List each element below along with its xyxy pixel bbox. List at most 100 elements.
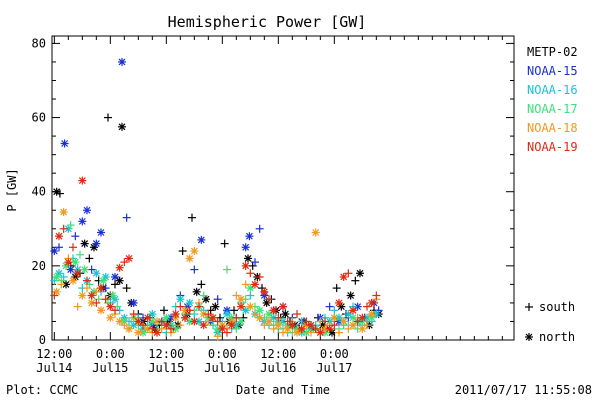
north-marker <box>80 265 89 274</box>
north-marker <box>260 287 269 296</box>
south-marker <box>57 280 66 289</box>
x-tick-label-date: Jul15 <box>92 361 128 375</box>
north-marker <box>181 313 189 322</box>
plot-credit: Plot: CCMC <box>6 383 78 397</box>
north-marker <box>55 232 63 241</box>
north-marker <box>115 317 124 326</box>
north-marker <box>209 313 217 322</box>
south-marker <box>344 269 353 278</box>
south-marker <box>213 332 222 341</box>
south-marker <box>87 265 96 274</box>
north-marker <box>237 317 245 326</box>
north-marker <box>335 298 343 307</box>
legend-south-marker <box>525 303 533 311</box>
legend-north-marker <box>525 333 533 341</box>
x-tick-label-time: 12:00 <box>148 347 184 361</box>
north-marker <box>192 287 201 296</box>
south-marker <box>111 280 119 289</box>
south-marker <box>69 243 77 252</box>
north-marker <box>162 321 171 330</box>
north-marker <box>227 321 236 330</box>
north-marker <box>73 269 82 278</box>
north-marker <box>106 313 115 322</box>
north-marker <box>199 321 208 330</box>
x-tick-label-date: Jul17 <box>316 361 352 375</box>
north-marker <box>97 306 105 315</box>
north-marker <box>52 272 61 281</box>
south-marker <box>363 302 371 311</box>
y-tick-label: 20 <box>32 259 46 273</box>
north-marker <box>265 317 273 326</box>
north-marker <box>316 328 325 337</box>
south-marker <box>122 213 131 222</box>
south-marker <box>330 306 339 315</box>
north-marker <box>307 321 315 330</box>
south-marker <box>344 324 353 333</box>
south-marker <box>83 276 91 285</box>
south-marker <box>55 189 64 198</box>
north-marker <box>246 302 255 311</box>
y-tick-label: 0 <box>39 333 46 347</box>
north-marker <box>356 269 364 278</box>
south-marker <box>120 321 129 330</box>
south-marker <box>167 324 175 333</box>
north-marker <box>367 298 376 307</box>
north-marker <box>118 122 126 131</box>
north-marker <box>265 310 273 319</box>
north-marker <box>83 206 91 215</box>
north-marker <box>288 321 297 330</box>
south-marker <box>220 239 229 248</box>
north-marker <box>211 302 220 311</box>
south-marker <box>246 269 255 278</box>
north-marker <box>197 235 206 244</box>
plot-frame <box>51 35 515 341</box>
south-marker <box>325 302 334 311</box>
series-legend: METP-02 NOAA-15 NOAA-16 NOAA-17 NOAA-18 NOAA-… <box>527 45 578 154</box>
south-marker <box>101 295 110 304</box>
x-tick-label-time: 0:00 <box>320 347 349 361</box>
north-marker <box>143 313 152 322</box>
south-marker <box>351 276 360 285</box>
south-marker <box>120 258 129 267</box>
north-marker <box>92 269 101 278</box>
north-marker <box>115 276 124 285</box>
south-marker <box>176 302 185 311</box>
north-marker <box>185 298 194 307</box>
legend-entry: NOAA-16 <box>527 83 578 97</box>
north-marker <box>241 306 250 315</box>
north-marker <box>118 57 126 66</box>
north-marker <box>223 310 231 319</box>
north-marker <box>245 232 254 241</box>
south-marker <box>223 328 231 337</box>
south-marker <box>71 232 80 241</box>
north-marker <box>97 228 105 237</box>
north-marker <box>190 247 199 256</box>
north-marker <box>125 324 133 333</box>
south-marker <box>321 317 329 326</box>
north-marker <box>64 258 73 267</box>
south-marker <box>274 313 283 322</box>
south-marker <box>251 310 259 319</box>
north-marker <box>148 310 157 319</box>
x-tick-label-time: 0:00 <box>96 347 125 361</box>
y-tick-label: 60 <box>32 111 46 125</box>
marker-legend-label: north <box>539 330 575 344</box>
x-tick-label-date: Jul16 <box>204 361 240 375</box>
south-marker <box>260 321 269 330</box>
north-marker <box>71 258 80 267</box>
south-marker <box>230 306 238 315</box>
south-marker <box>307 328 315 337</box>
south-marker <box>232 291 241 300</box>
south-marker <box>204 310 213 319</box>
north-marker <box>367 310 376 319</box>
y-axis-label: P [GW] <box>5 168 19 211</box>
south-marker <box>66 221 75 230</box>
north-marker <box>358 313 367 322</box>
north-marker <box>66 265 75 274</box>
north-marker <box>125 254 133 263</box>
legend-entry: NOAA-19 <box>527 140 578 154</box>
north-marker <box>237 295 245 304</box>
north-marker <box>279 302 287 311</box>
